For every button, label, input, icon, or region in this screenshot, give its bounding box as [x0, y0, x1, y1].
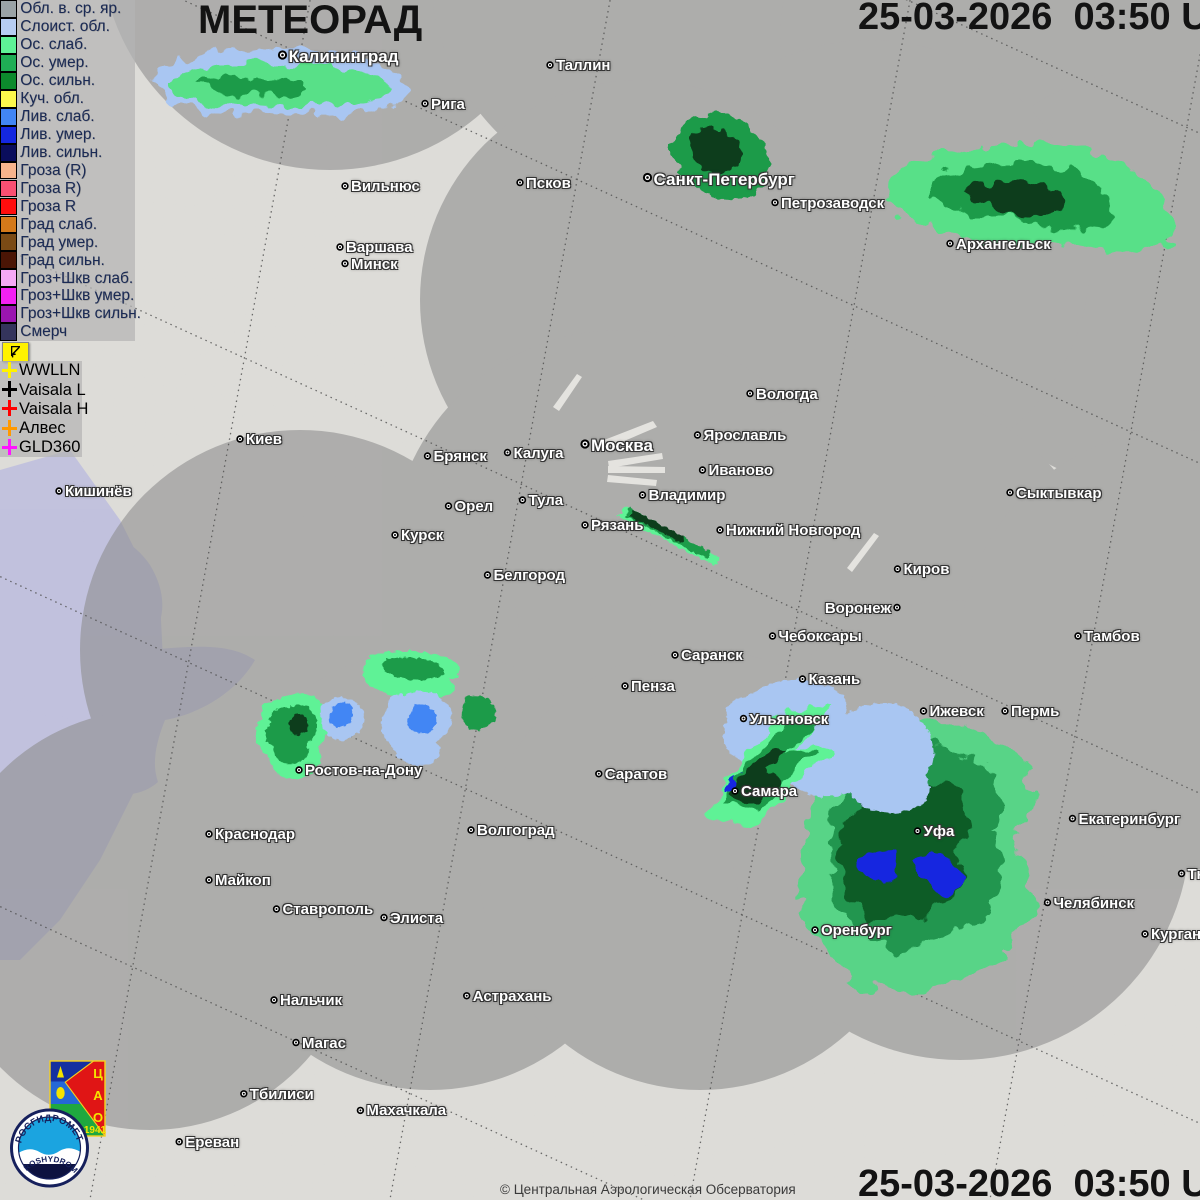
svg-text:А: А	[93, 1088, 103, 1103]
svg-text:Ц: Ц	[93, 1066, 103, 1081]
svg-text:О: О	[93, 1110, 103, 1125]
svg-text:1941: 1941	[84, 1125, 107, 1136]
